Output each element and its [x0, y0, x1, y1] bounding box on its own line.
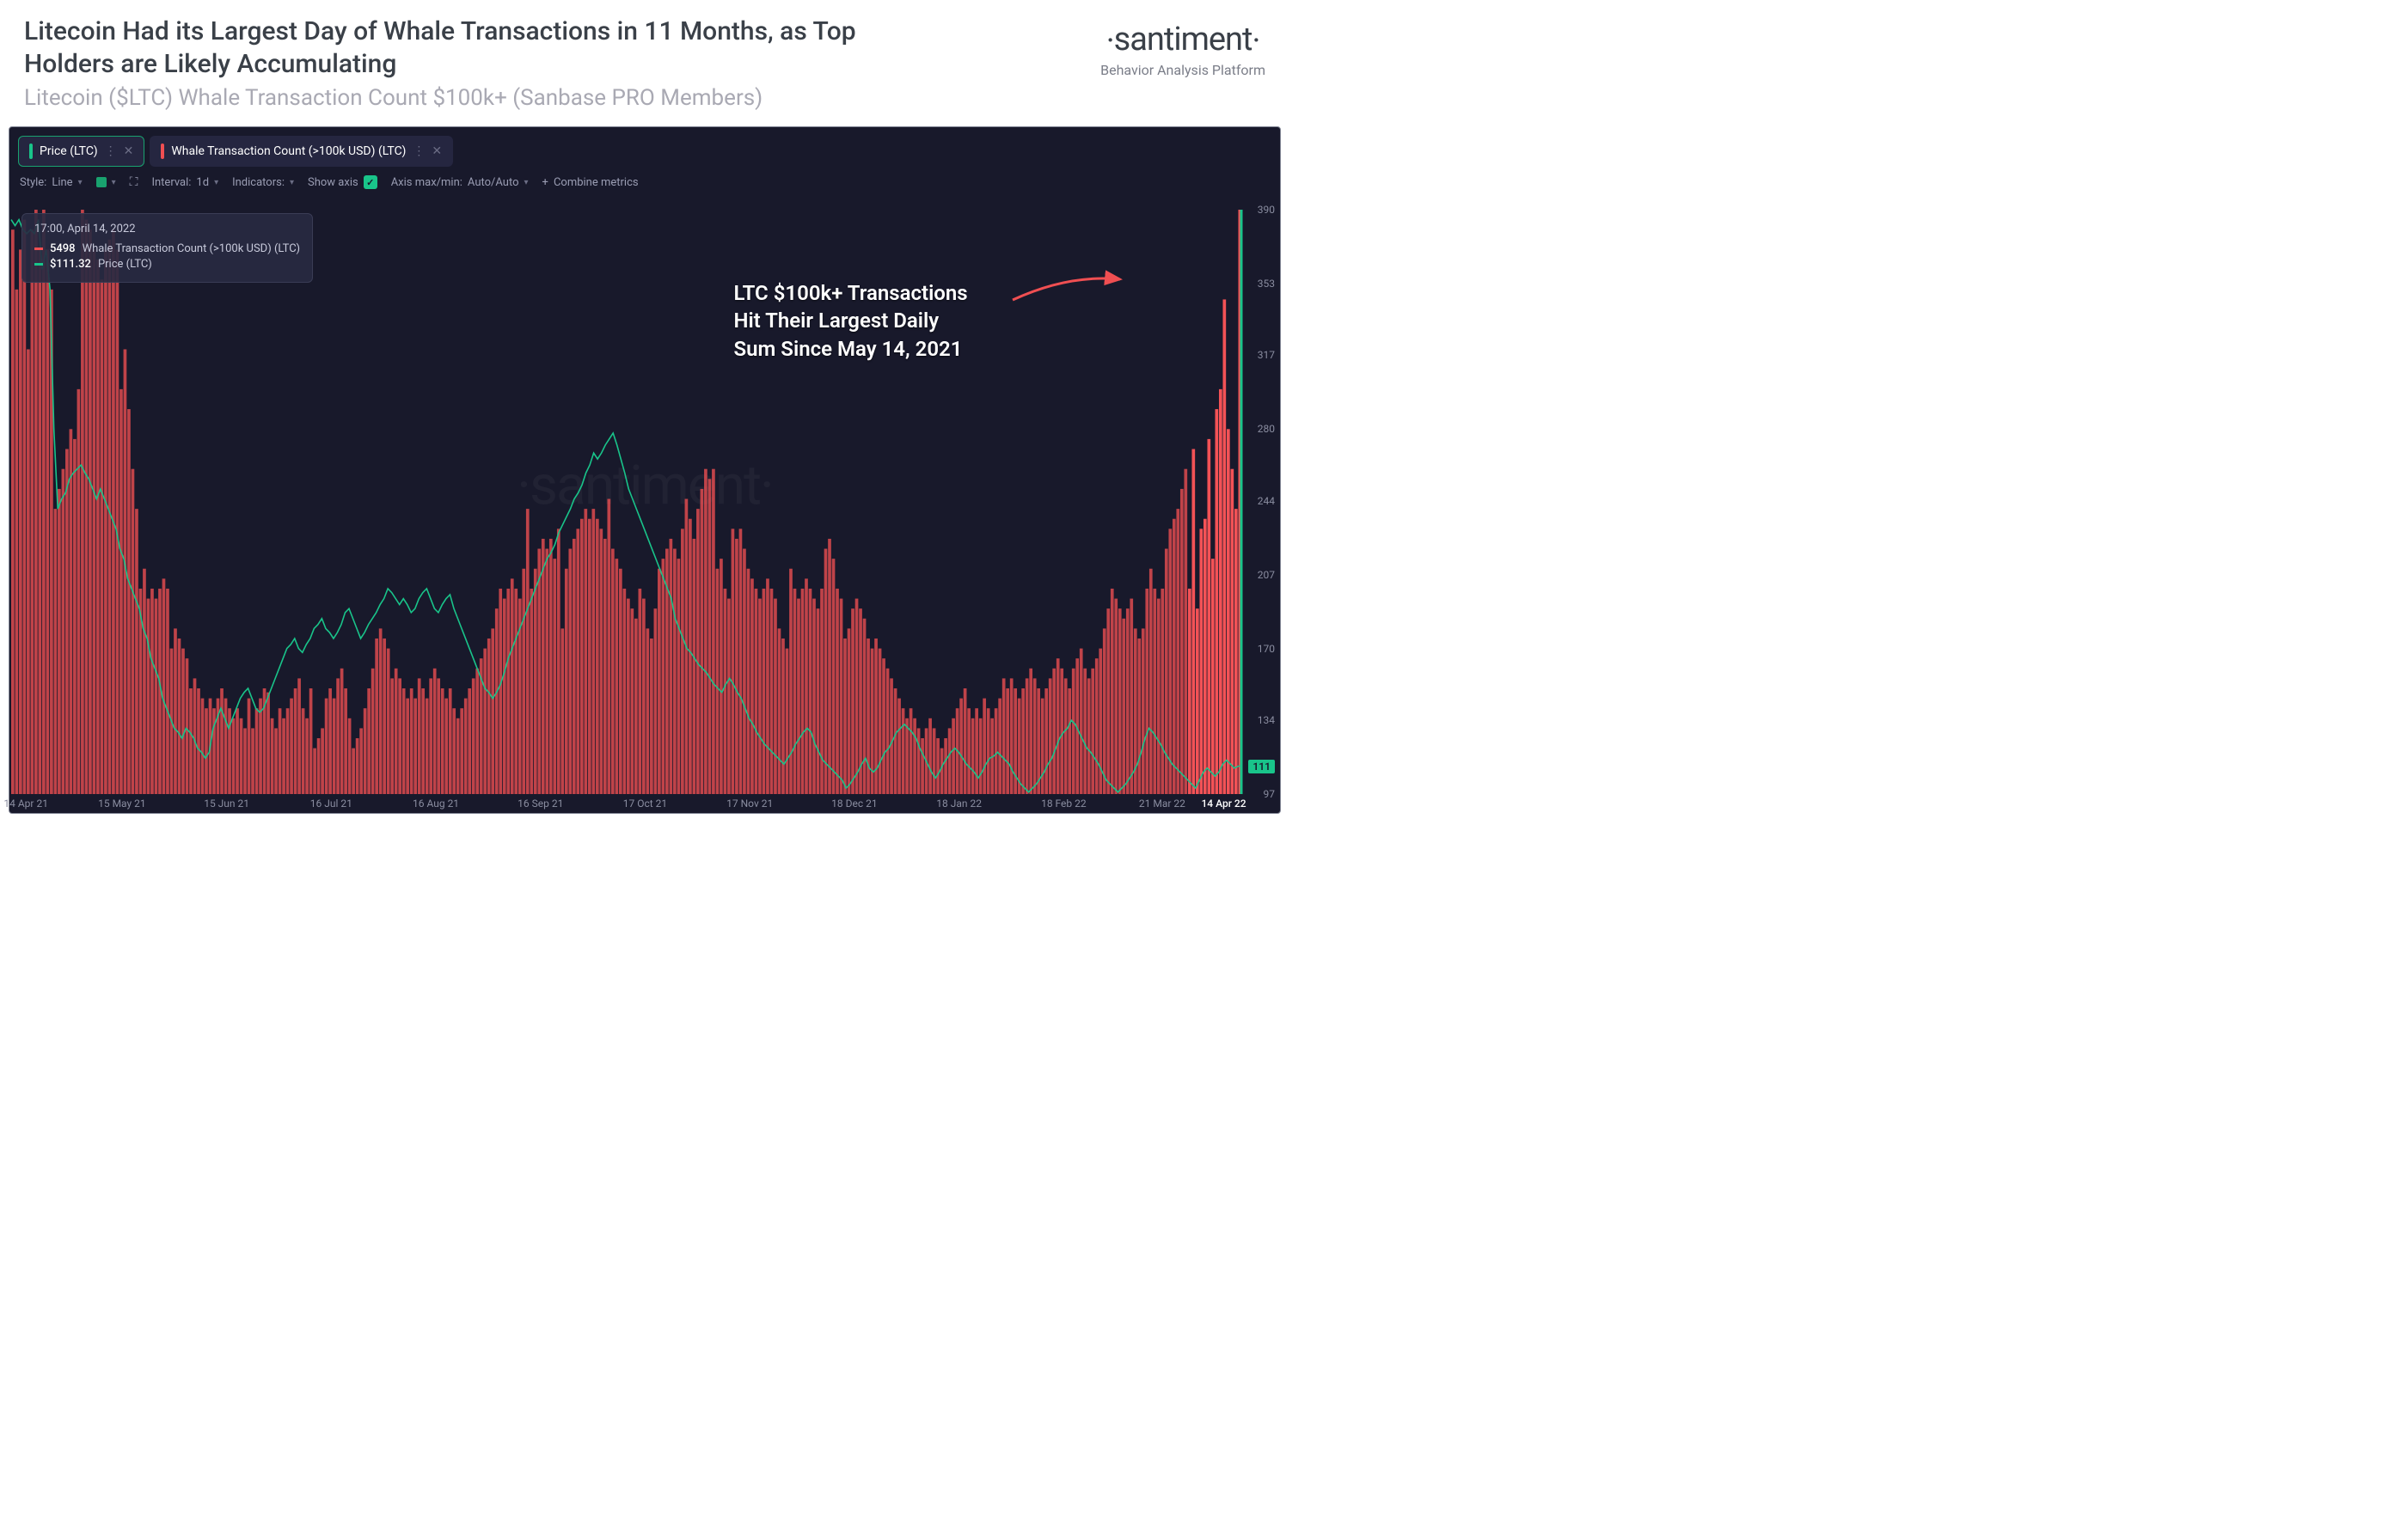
tooltip-row: 5498Whale Transaction Count (>100k USD) … — [34, 242, 300, 255]
metric-tab[interactable]: Whale Transaction Count (>100k USD) (LTC… — [150, 136, 453, 167]
chevron-down-icon: ▾ — [524, 178, 529, 187]
close-icon[interactable]: ✕ — [432, 144, 442, 158]
dots-icon[interactable]: ⋮ — [413, 144, 425, 158]
chart-annotation: LTC $100k+ Transactions Hit Their Larges… — [733, 279, 967, 363]
page-title: Litecoin Had its Largest Day of Whale Tr… — [24, 15, 867, 80]
crop-icon[interactable]: ⛶ — [130, 175, 138, 189]
brand-tagline: Behavior Analysis Platform — [1100, 62, 1265, 78]
y-axis-label: 97 — [1264, 788, 1276, 800]
color-swatch — [96, 177, 107, 187]
tab-label: Price (LTC) — [40, 144, 98, 158]
header: Litecoin Had its Largest Day of Whale Tr… — [0, 0, 1289, 119]
y-axis-current-badge: 111 — [1248, 760, 1275, 773]
plus-icon: + — [542, 176, 548, 189]
indicators-select[interactable]: Indicators: ▾ — [232, 176, 294, 189]
y-axis-label: 280 — [1258, 423, 1275, 435]
y-axis-label: 207 — [1258, 569, 1275, 581]
chevron-down-icon: ▾ — [290, 178, 294, 187]
style-select[interactable]: Style: Line ▾ — [20, 176, 83, 189]
chart-toolbar: Style: Line ▾ ▾ ⛶ Interval: 1d ▾ Indicat… — [9, 167, 1280, 198]
y-axis-label: 390 — [1258, 204, 1275, 216]
metric-tabs: Price (LTC) ⋮ ✕ Whale Transaction Count … — [9, 127, 1280, 167]
x-axis-label: 18 Dec 21 — [831, 798, 877, 810]
x-axis-label: 17 Nov 21 — [726, 798, 773, 810]
x-axis-label: 18 Feb 22 — [1041, 798, 1087, 810]
x-axis-label: 14 Apr 21 — [3, 798, 48, 810]
page-subtitle: Litecoin ($LTC) Whale Transaction Count … — [24, 85, 1100, 111]
show-axis-toggle[interactable]: Show axis ✓ — [308, 175, 377, 189]
x-axis-label: 15 Jun 21 — [204, 798, 249, 810]
interval-select[interactable]: Interval: 1d ▾ — [151, 176, 218, 189]
tooltip-time: 17:00, April 14, 2022 — [34, 223, 300, 235]
y-axis-label: 317 — [1258, 349, 1275, 361]
x-axis-label: 16 Aug 21 — [413, 798, 459, 810]
x-axis-label: 16 Sep 21 — [518, 798, 563, 810]
y-axis-label: 353 — [1258, 278, 1275, 290]
chevron-down-icon: ▾ — [112, 178, 116, 187]
dots-icon[interactable]: ⋮ — [105, 144, 117, 158]
brand-block: ·santiment· Behavior Analysis Platform — [1100, 15, 1265, 78]
arrow-icon — [1008, 267, 1129, 310]
metric-tab[interactable]: Price (LTC) ⋮ ✕ — [18, 136, 144, 167]
chart-area[interactable]: ·santiment· 17:00, April 14, 2022 5498Wh… — [9, 206, 1280, 813]
chart-tooltip: 17:00, April 14, 2022 5498Whale Transact… — [21, 213, 313, 283]
x-axis-label: 17 Oct 21 — [623, 798, 667, 810]
chart-panel: Price (LTC) ⋮ ✕ Whale Transaction Count … — [9, 126, 1281, 814]
x-axis-label: 15 May 21 — [98, 798, 146, 810]
combine-metrics-button[interactable]: + Combine metrics — [542, 176, 639, 189]
chevron-down-icon: ▾ — [214, 178, 218, 187]
y-axis-label: 134 — [1258, 714, 1275, 726]
close-icon[interactable]: ✕ — [124, 144, 134, 158]
brand-logo: ·santiment· — [1100, 21, 1265, 60]
y-axis-label: 244 — [1258, 495, 1275, 507]
tooltip-row: $111.32Price (LTC) — [34, 258, 300, 271]
x-axis-label: 14 Apr 22 — [1201, 798, 1246, 810]
tab-marker — [161, 144, 164, 159]
x-axis-label: 21 Mar 22 — [1139, 798, 1185, 810]
x-axis-label: 18 Jan 22 — [936, 798, 982, 810]
x-axis-label: 16 Jul 21 — [310, 798, 352, 810]
tab-marker — [29, 144, 33, 159]
tab-label: Whale Transaction Count (>100k USD) (LTC… — [171, 144, 406, 158]
y-axis-label: 170 — [1258, 643, 1275, 655]
color-select[interactable]: ▾ — [96, 177, 116, 187]
chevron-down-icon: ▾ — [78, 178, 83, 187]
check-icon: ✓ — [364, 175, 377, 189]
axis-minmax-select[interactable]: Axis max/min: Auto/Auto ▾ — [391, 176, 529, 189]
